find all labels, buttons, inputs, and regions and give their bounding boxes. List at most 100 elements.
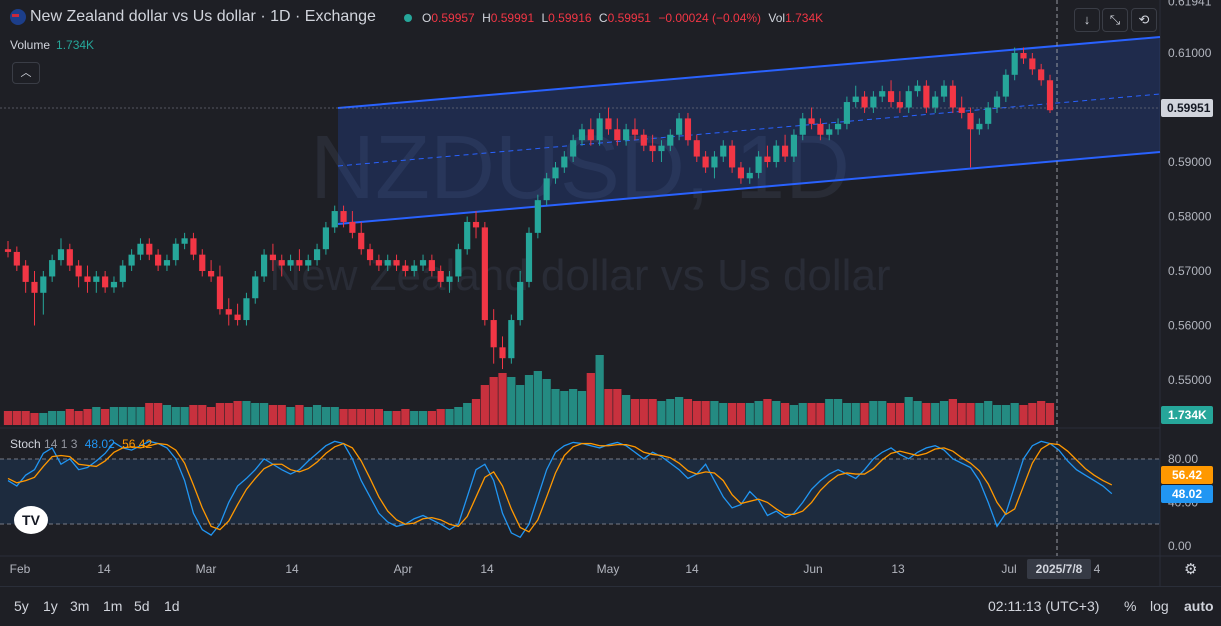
price-axis-label: 0.56000 [1168,319,1212,333]
volume-bar [145,403,154,425]
volume-bar [842,403,852,425]
candle-body [887,91,895,103]
candle-body [932,96,939,108]
volume-tag-label: 1.734K [1168,408,1207,422]
volume-bar [657,401,666,425]
candle-body [384,260,391,266]
stoch-k-tag [1161,485,1213,503]
volume-legend[interactable]: Volume 1.734K [10,38,94,52]
candle-body [172,243,179,261]
candle-body [790,134,798,157]
volume-bar [109,407,119,425]
time-axis-label: Jul [1001,562,1016,576]
arrow-down-icon[interactable]: ↓ [1074,8,1100,32]
volume-bar [392,411,401,425]
volume-bar [136,407,145,425]
range-3m[interactable]: 3m [70,598,90,614]
range-1d[interactable]: 1d [164,598,180,614]
volume-bar [613,389,622,425]
candle-body [155,254,162,266]
volume-bar [189,405,198,425]
volume-bar [780,403,790,425]
volume-bar [886,403,896,425]
candle-body [102,276,109,288]
range-5y[interactable]: 5y [14,598,29,614]
volume-bar [48,411,57,425]
percent-toggle[interactable]: % [1124,598,1137,614]
volume-bar [251,403,260,425]
volume-bar [851,403,860,425]
candle-body [84,276,91,282]
volume-bar [304,407,313,425]
volume-bar [242,401,251,425]
clock-readout[interactable]: 02:11:13 (UTC+3) [988,598,1100,614]
candle-body [808,118,815,124]
volume-bar [984,401,993,425]
ohlc-label: L [541,11,549,25]
candle-body [40,276,47,293]
tradingview-logo[interactable]: TV [14,506,48,534]
candle-body [49,260,56,277]
volume-bar [807,403,816,425]
volume-bar [904,397,913,425]
expand-icon[interactable]: ⤡ [1102,8,1128,32]
volume-bar [445,409,454,425]
candle-body [896,102,903,108]
volume-bar [39,413,48,425]
stoch-legend[interactable]: Stoch 14 1 3 48.02 56.42 [10,437,152,451]
channel-upper-line [337,36,1161,109]
volume-bar [648,399,657,425]
symbol-title[interactable]: New Zealand dollar vs Us dollar · 1D · E… [30,8,376,25]
last-price-label: 0.59951 [1167,101,1211,115]
candle-body [905,91,912,108]
candle-body [163,260,171,266]
candle-body [305,260,312,266]
volume-bar [675,397,684,425]
ohlc-label: Vol [768,11,786,25]
candle-body [22,265,29,282]
candle-body [711,156,718,168]
candle-body [419,260,427,266]
volume-bar [622,395,631,425]
range-1y[interactable]: 1y [43,598,58,614]
time-axis-label: 14 [97,562,111,576]
volume-bar [586,373,595,425]
candle-body [993,96,1001,108]
log-toggle[interactable]: log [1150,598,1169,614]
volume-bar [604,389,613,425]
candle-body [313,249,321,261]
candle-body [578,129,586,141]
volume-bar [92,407,101,425]
candle-body [640,134,647,146]
volume-bar [577,391,587,425]
candle-body [720,145,727,157]
stoch-band [0,459,1160,524]
volume-bar [666,399,675,425]
price-axis-label: 0.61941 [1168,0,1212,9]
volume-bar [171,407,180,425]
range-1m[interactable]: 1m [103,598,123,614]
candle-body [411,265,418,271]
candle-body [93,276,100,282]
volume-bar [233,401,242,425]
volume-value: 1.734K [56,38,95,52]
volume-bar [259,403,269,425]
volume-bar [268,405,278,425]
gear-icon[interactable]: ⚙ [1184,561,1198,578]
volume-bar [1019,405,1028,425]
volume-bar [869,401,878,425]
volume-bar [12,411,21,425]
range-5d[interactable]: 5d [134,598,150,614]
auto-toggle[interactable]: auto [1184,598,1214,614]
volume-bar [595,355,604,425]
time-axis-label: Apr [394,562,413,576]
time-axis-label: 4 [1094,562,1101,576]
collapse-legend-button[interactable]: ︿ [12,62,40,84]
volume-bar [198,405,207,425]
volume-bar [357,409,366,425]
time-axis-label: Mar [196,562,217,576]
time-axis-label: 14 [285,562,299,576]
candle-body [225,309,232,315]
fullscreen-icon[interactable]: ⟲ [1131,8,1157,32]
